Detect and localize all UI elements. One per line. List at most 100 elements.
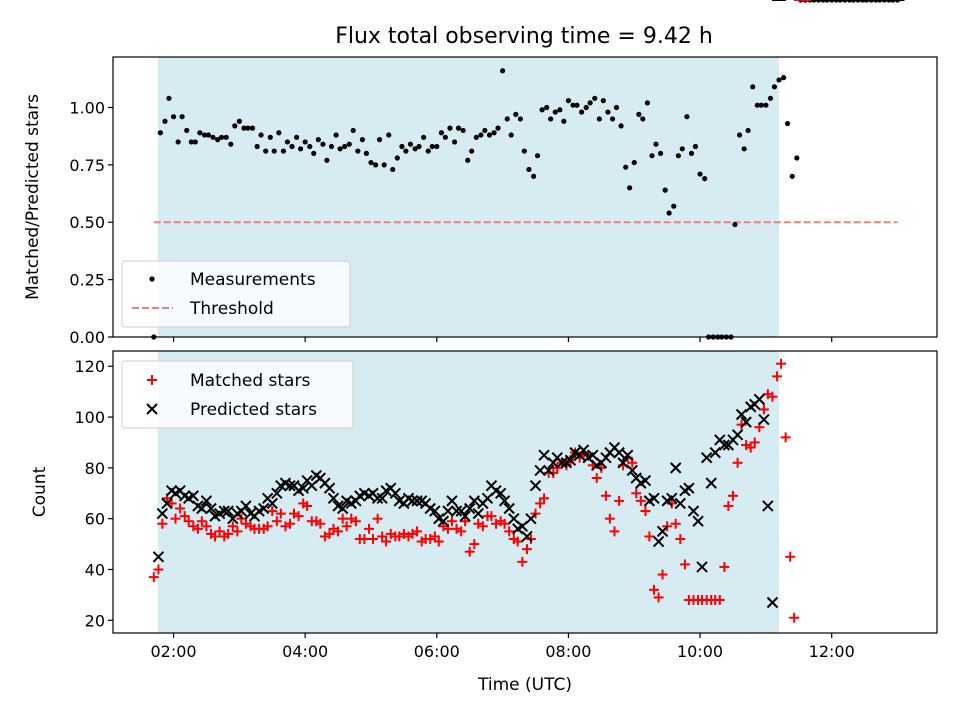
matched-stars-point <box>600 490 611 501</box>
matched-stars-point <box>776 358 787 369</box>
measurement-point <box>662 187 668 193</box>
measurement-point <box>197 130 203 136</box>
matched-stars-point <box>350 516 361 527</box>
measurement-point <box>421 134 427 140</box>
top-panel-frame <box>112 56 938 338</box>
measurement-point <box>412 146 418 152</box>
matched-stars-point <box>644 531 655 542</box>
bottom-legend-box <box>121 360 354 429</box>
predicted-stars-point <box>692 515 704 527</box>
matched-stars-point <box>429 531 440 542</box>
predicted-stars-point <box>468 495 481 507</box>
y-tick-label: 0.75 <box>69 156 105 175</box>
predicted-stars-point <box>266 497 278 510</box>
measurement-point <box>675 153 681 159</box>
measurement-point <box>473 134 479 140</box>
measurement-point <box>785 120 791 127</box>
measurement-point <box>526 166 532 173</box>
measurement-point <box>359 137 366 143</box>
measurement-point <box>574 102 580 108</box>
y-tick-label: 0.00 <box>69 328 105 347</box>
matched-stars-point <box>648 584 659 595</box>
measurement-point <box>583 104 589 111</box>
predicted-stars-point <box>240 500 252 512</box>
measurement-point <box>294 134 300 140</box>
matched-stars-point <box>227 521 238 532</box>
measurement-point <box>280 148 287 154</box>
measurement-point <box>697 171 703 177</box>
predicted-stars-point <box>718 439 731 451</box>
predicted-stars-point <box>683 482 695 494</box>
matched-stars-point <box>302 500 313 511</box>
top-panel-legend: Measurements Threshold <box>121 260 351 328</box>
measurement-point <box>192 139 198 145</box>
predicted-stars-point <box>666 492 678 505</box>
measurement-point <box>381 162 387 168</box>
matched-stars-point <box>512 536 523 547</box>
measurement-point <box>758 102 764 108</box>
matched-stars-point <box>464 546 475 557</box>
measurement-point <box>644 100 651 106</box>
measurement-point <box>627 185 633 191</box>
x-tick-label: 06:00 <box>414 642 460 661</box>
measurement-point <box>465 157 471 163</box>
y-tick-label: 40 <box>85 560 105 579</box>
predicted-stars-point <box>762 500 774 512</box>
matched-stars-point <box>609 526 620 537</box>
measurement-point <box>613 104 620 111</box>
measurement-point <box>434 143 440 150</box>
measurement-point <box>284 139 291 145</box>
predicted-stars-point <box>494 487 507 499</box>
measurement-point <box>205 132 212 138</box>
measurement-point <box>232 123 238 129</box>
measurement-point <box>363 150 369 156</box>
bottom-panel-y-axis-label: Count <box>30 466 50 517</box>
predicted-stars-point <box>411 495 423 507</box>
measurement-point <box>640 116 646 122</box>
measurement-point <box>781 75 787 81</box>
measurements-series <box>151 0 901 340</box>
x-tick-label: 04:00 <box>282 642 328 661</box>
measurement-point <box>548 116 554 122</box>
matched-stars-point <box>223 528 234 539</box>
measurement-point <box>162 118 168 124</box>
measurement-point <box>521 148 527 154</box>
predicted-stars-point <box>271 487 283 499</box>
measurement-point <box>311 150 317 156</box>
predicted-stars-point <box>687 505 700 517</box>
predicted-stars-point <box>297 482 309 494</box>
measurement-point <box>460 127 466 134</box>
measurement-point <box>688 150 695 156</box>
matched-stars-point <box>469 539 480 550</box>
measurement-point <box>249 125 256 131</box>
predicted-stars-point <box>621 449 634 461</box>
predicted-stars-point <box>156 507 169 520</box>
predicted-stars-point <box>429 505 441 517</box>
measurement-point <box>403 148 409 154</box>
predicted-stars-series <box>152 0 905 609</box>
measurement-point <box>570 102 576 108</box>
predicted-stars-point <box>376 492 388 505</box>
y-tick-label: 1.00 <box>69 98 105 117</box>
measurement-point <box>657 150 664 156</box>
legend-predicted-label: Predicted stars <box>190 400 317 420</box>
predicted-stars-point <box>205 502 217 515</box>
predicted-stars-point <box>200 495 213 507</box>
predicted-stars-point <box>521 530 533 543</box>
measurement-point <box>544 104 550 111</box>
predicted-stars-point <box>542 464 555 477</box>
matched-stars-point <box>412 526 423 537</box>
predicted-stars-point <box>406 495 419 507</box>
measurement-point <box>442 134 448 140</box>
matched-stars-point <box>653 592 664 603</box>
measurement-point <box>636 111 642 117</box>
predicted-stars-point <box>709 446 721 459</box>
measurement-point <box>561 118 567 124</box>
top-panel-x-ticks <box>172 337 833 342</box>
matched-stars-point <box>232 526 243 537</box>
measurement-point <box>438 130 445 136</box>
measurement-point <box>346 141 352 147</box>
predicted-stars-point <box>503 502 515 515</box>
measurement-point <box>500 68 506 74</box>
